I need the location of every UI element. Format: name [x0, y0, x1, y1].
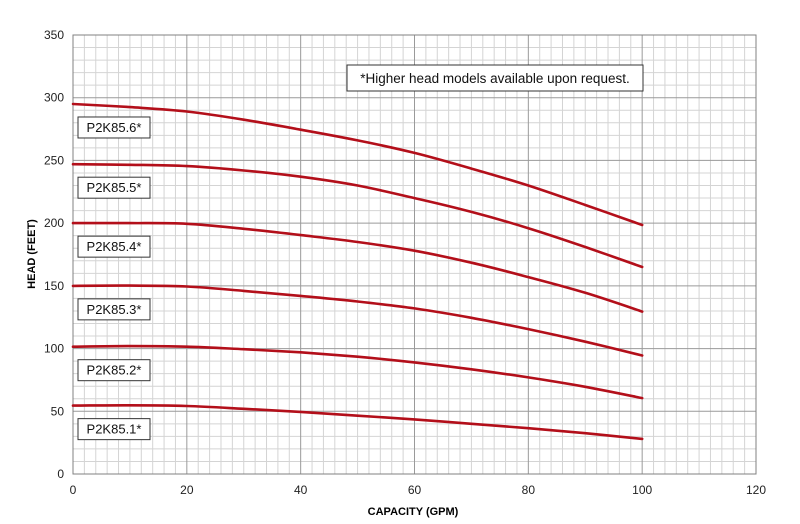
y-tick-label: 300 [44, 91, 64, 105]
series-labels: P2K85.1* P2K85.2* P2K85.3* P2K85.4* P2K85.5*… [77, 116, 151, 441]
series-label-box [77, 116, 151, 139]
x-tick-label: 0 [70, 483, 77, 497]
series-label: P2K85.4* [77, 235, 151, 258]
x-tick-label: 60 [408, 483, 422, 497]
series-label-box [77, 418, 151, 441]
series-line-p2k85-3 [71, 284, 644, 357]
series-label-text: P2K85.3* [87, 302, 142, 317]
series-label: P2K85.5* [77, 176, 151, 199]
plot-frame [72, 34, 757, 475]
series-line-p2k85-1 [71, 403, 644, 441]
x-tick-label: 20 [180, 483, 194, 497]
series-lines [71, 102, 644, 441]
series-line-p2k85-2 [71, 344, 644, 400]
series-label-text: P2K85.1* [87, 422, 142, 437]
x-tick-label: 100 [632, 483, 652, 497]
y-tick-label: 350 [44, 28, 64, 42]
y-tick-label: 0 [57, 467, 64, 481]
series-label-box [77, 235, 151, 258]
series-label-box [77, 298, 151, 321]
y-tick-label: 150 [44, 279, 64, 293]
x-tick-label: 80 [522, 483, 536, 497]
series-label-box [77, 176, 151, 199]
series-label-text: P2K85.6* [87, 120, 142, 135]
y-axis-title: HEAD (FEET) [26, 219, 38, 289]
y-axis-tick-labels: 0 50 100 150 200 250 300 350 [44, 28, 64, 481]
series-label: P2K85.6* [77, 116, 151, 139]
y-tick-label: 200 [44, 216, 64, 230]
y-tick-label: 250 [44, 153, 64, 167]
series-label-text: P2K85.2* [87, 363, 142, 378]
series-label-text: P2K85.5* [87, 180, 142, 195]
x-tick-label: 120 [746, 483, 766, 497]
y-tick-label: 100 [44, 342, 64, 356]
x-axis-tick-labels: 0 20 40 60 80 100 120 [70, 483, 767, 497]
series-line-p2k85-5 [71, 162, 644, 269]
series-line-p2k85-6 [71, 102, 644, 227]
x-axis-title: CAPACITY (GPM) [368, 506, 459, 518]
note-text: *Higher head models available upon reque… [360, 71, 629, 86]
grid-major [73, 35, 756, 474]
x-tick-label: 40 [294, 483, 308, 497]
y-tick-label: 50 [51, 404, 65, 418]
series-label-box [77, 359, 151, 382]
series-label: P2K85.3* [77, 298, 151, 321]
series-label: P2K85.1* [77, 418, 151, 441]
note-box: *Higher head models available upon reque… [346, 64, 644, 92]
series-label: P2K85.2* [77, 359, 151, 382]
series-label-text: P2K85.4* [87, 239, 142, 254]
series-line-p2k85-4 [71, 221, 644, 313]
